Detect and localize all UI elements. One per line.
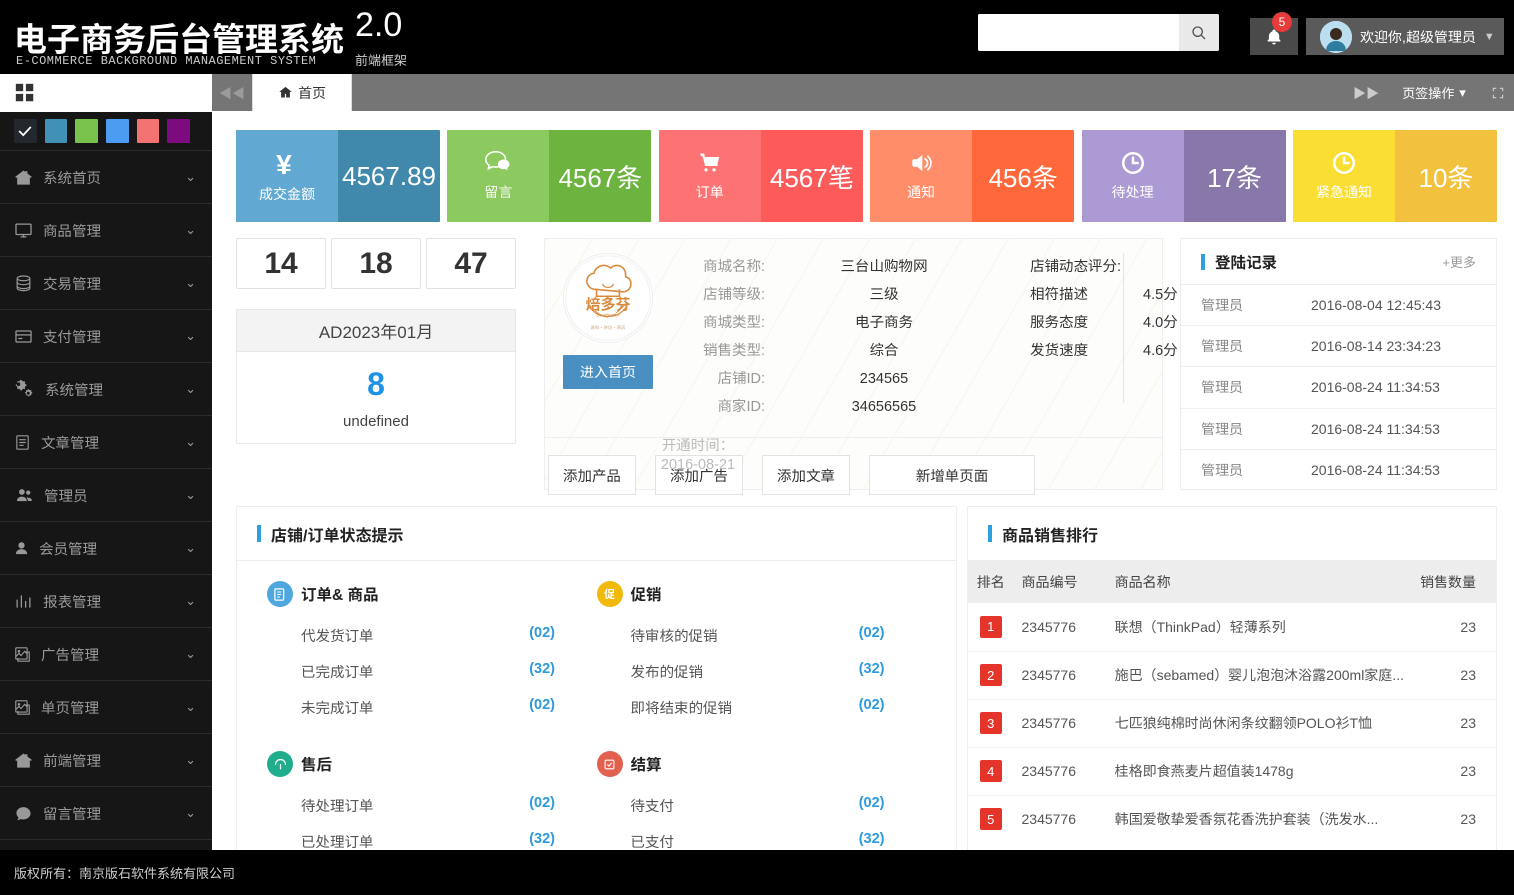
svg-text:¥: ¥ — [276, 149, 292, 178]
svg-text:源料·烘焙·商店: 源料·烘焙·商店 — [590, 324, 626, 331]
svg-text:焙多芬: 焙多芬 — [586, 293, 631, 314]
